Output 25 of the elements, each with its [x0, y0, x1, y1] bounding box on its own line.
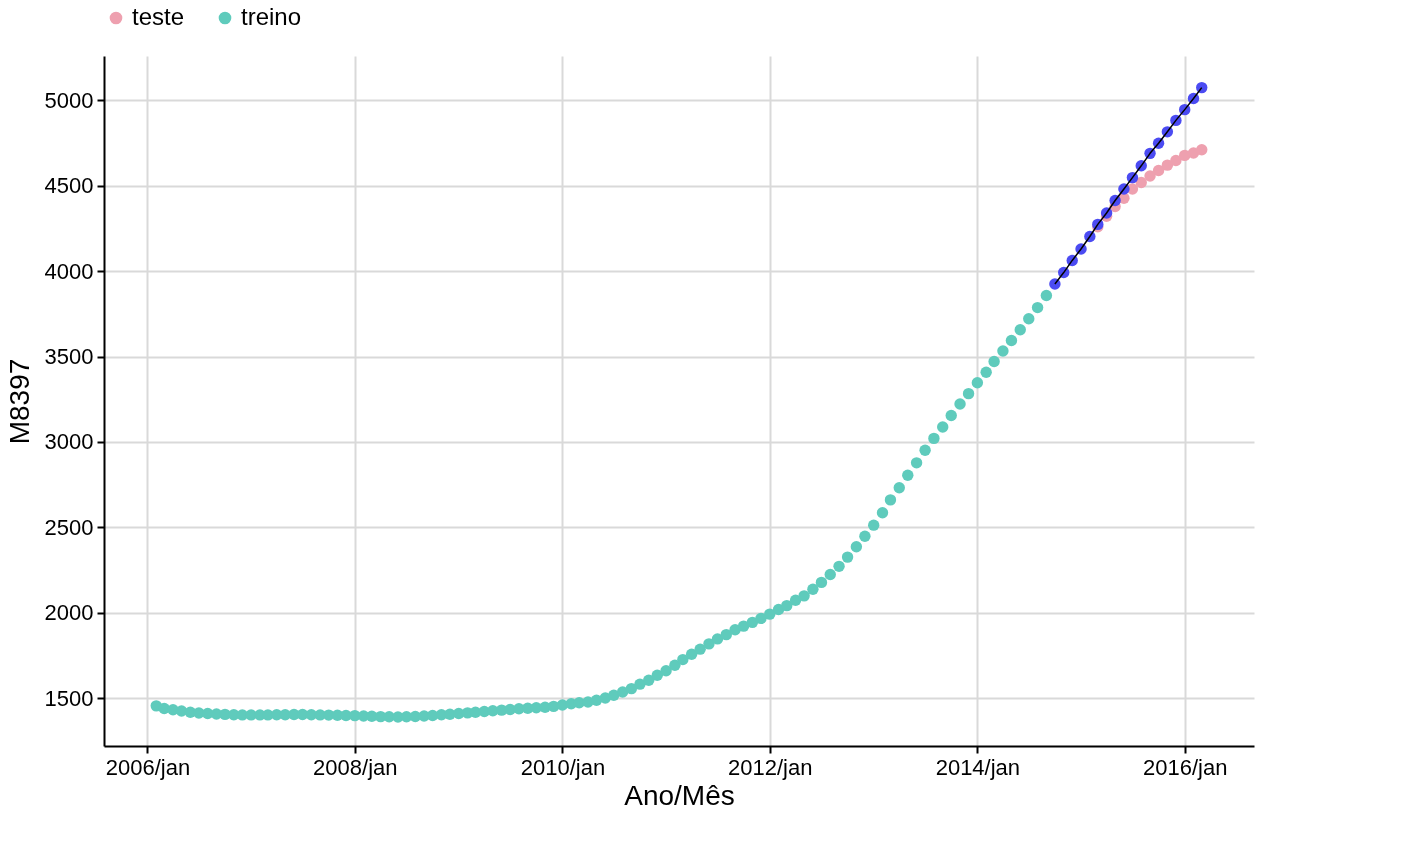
point [1170, 154, 1182, 167]
x-tick-label: 2014/jan [935, 754, 1021, 780]
point [1144, 170, 1156, 182]
point [1135, 176, 1147, 189]
y-tick-label: 4500 [44, 173, 94, 199]
y-tick-label: 2500 [44, 514, 94, 540]
point [1161, 159, 1174, 171]
y-tick-label: 5000 [44, 87, 94, 113]
y-tick-label: 2000 [44, 600, 94, 626]
x-tick-label: 2006/jan [105, 754, 191, 780]
y-axis-title: M8397 [3, 358, 35, 445]
y-tick-label: 4000 [44, 258, 94, 284]
x-tick-label: 2008/jan [313, 754, 398, 780]
point [1152, 164, 1165, 177]
x-tick-label: 2016/jan [1142, 754, 1228, 780]
x-tick-label: 2010/jan [520, 754, 606, 780]
x-tick-label: 2012/jan [728, 754, 813, 780]
legend-label: treino [241, 3, 302, 30]
y-tick-label: 3500 [44, 344, 94, 370]
y-tick-label: 3000 [44, 429, 94, 455]
y-tick-label: 1500 [44, 685, 94, 711]
legend-label: teste [132, 3, 185, 30]
x-axis-title: Ano/Mês [624, 779, 735, 811]
point [1196, 81, 1208, 94]
point [1196, 144, 1208, 156]
